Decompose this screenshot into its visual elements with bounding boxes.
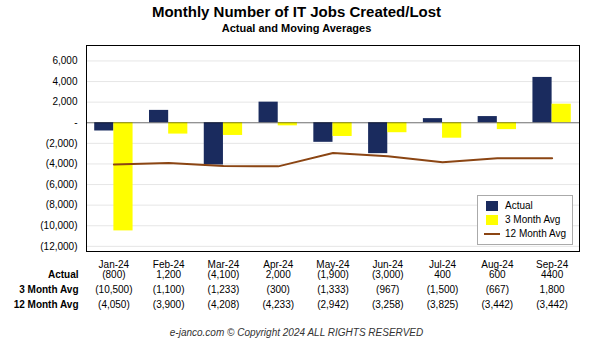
svg-text:(300): (300) [267,284,290,295]
svg-text:(3,258): (3,258) [372,299,404,310]
html-text:12 Month Avg: 12 Month Avg [505,228,566,239]
svg-text:(1,900): (1,900) [317,269,349,280]
svg-text:(8,000): (8,000) [46,199,78,210]
svg-text:(1,333): (1,333) [317,284,349,295]
svg-text:Actual: Actual [48,269,79,280]
svg-text:(12,000): (12,000) [40,241,77,252]
svg-text:600: 600 [489,269,506,280]
svg-text:(1,100): (1,100) [153,284,185,295]
html-text:Monthly Number of IT Jobs Crea: Monthly Number of IT Jobs Created/Lost [151,3,442,20]
svg-text:(3,442): (3,442) [536,299,568,310]
svg-text:(667): (667) [486,284,509,295]
svg-text:(2,000): (2,000) [46,138,78,149]
svg-text:Sep-24: Sep-24 [536,258,569,270]
svg-text:(10,500): (10,500) [95,284,132,295]
svg-text:2,000: 2,000 [52,96,77,107]
svg-text:(3,000): (3,000) [372,269,404,280]
svg-text:(4,050): (4,050) [98,299,130,310]
html-text:3 Month Avg: 3 Month Avg [505,214,561,225]
svg-text:(967): (967) [376,284,399,295]
svg-text:Feb-24: Feb-24 [152,258,185,270]
svg-text:Apr-24: Apr-24 [263,258,294,270]
svg-text:(1,233): (1,233) [208,284,240,295]
svg-text:3 Month Avg: 3 Month Avg [19,284,78,295]
svg-text:4,000: 4,000 [52,76,77,87]
svg-text:Mar-24: Mar-24 [207,258,240,270]
svg-text:May-24: May-24 [316,258,350,270]
svg-text:4400: 4400 [541,269,564,280]
svg-text:(4,208): (4,208) [208,299,240,310]
svg-text:(1,500): (1,500) [427,284,459,295]
svg-text:(800): (800) [102,269,125,280]
svg-text:1,800: 1,800 [540,284,565,295]
svg-text:Aug-24: Aug-24 [481,258,514,270]
svg-text:400: 400 [434,269,451,280]
html-text:Actual: Actual [505,200,533,211]
svg-text:Jun-24: Jun-24 [372,258,404,270]
svg-text:(6,000): (6,000) [46,179,78,190]
svg-text:(10,000): (10,000) [40,220,77,231]
svg-text:6,000: 6,000 [52,55,77,66]
svg-text:(4,000): (4,000) [46,158,78,169]
svg-text:Jan-24: Jan-24 [98,258,130,270]
svg-text:(4,233): (4,233) [262,299,294,310]
svg-text:2,000: 2,000 [266,269,291,280]
svg-text:Jul-24: Jul-24 [428,258,457,270]
svg-text:12 Month Avg: 12 Month Avg [14,299,79,310]
svg-text:(3,442): (3,442) [481,299,513,310]
html-text:Actual and Moving Averages: Actual and Moving Averages [221,22,372,34]
svg-text:(2,942): (2,942) [317,299,349,310]
svg-text:1,200: 1,200 [156,269,181,280]
svg-text:-: - [74,117,77,128]
svg-text:(3,900): (3,900) [153,299,185,310]
svg-text:(3,825): (3,825) [427,299,459,310]
html-text:e-janco.com © Copyright 2024 A: e-janco.com © Copyright 2024 ALL RIGHTS … [169,327,424,338]
svg-text:(4,100): (4,100) [208,269,240,280]
